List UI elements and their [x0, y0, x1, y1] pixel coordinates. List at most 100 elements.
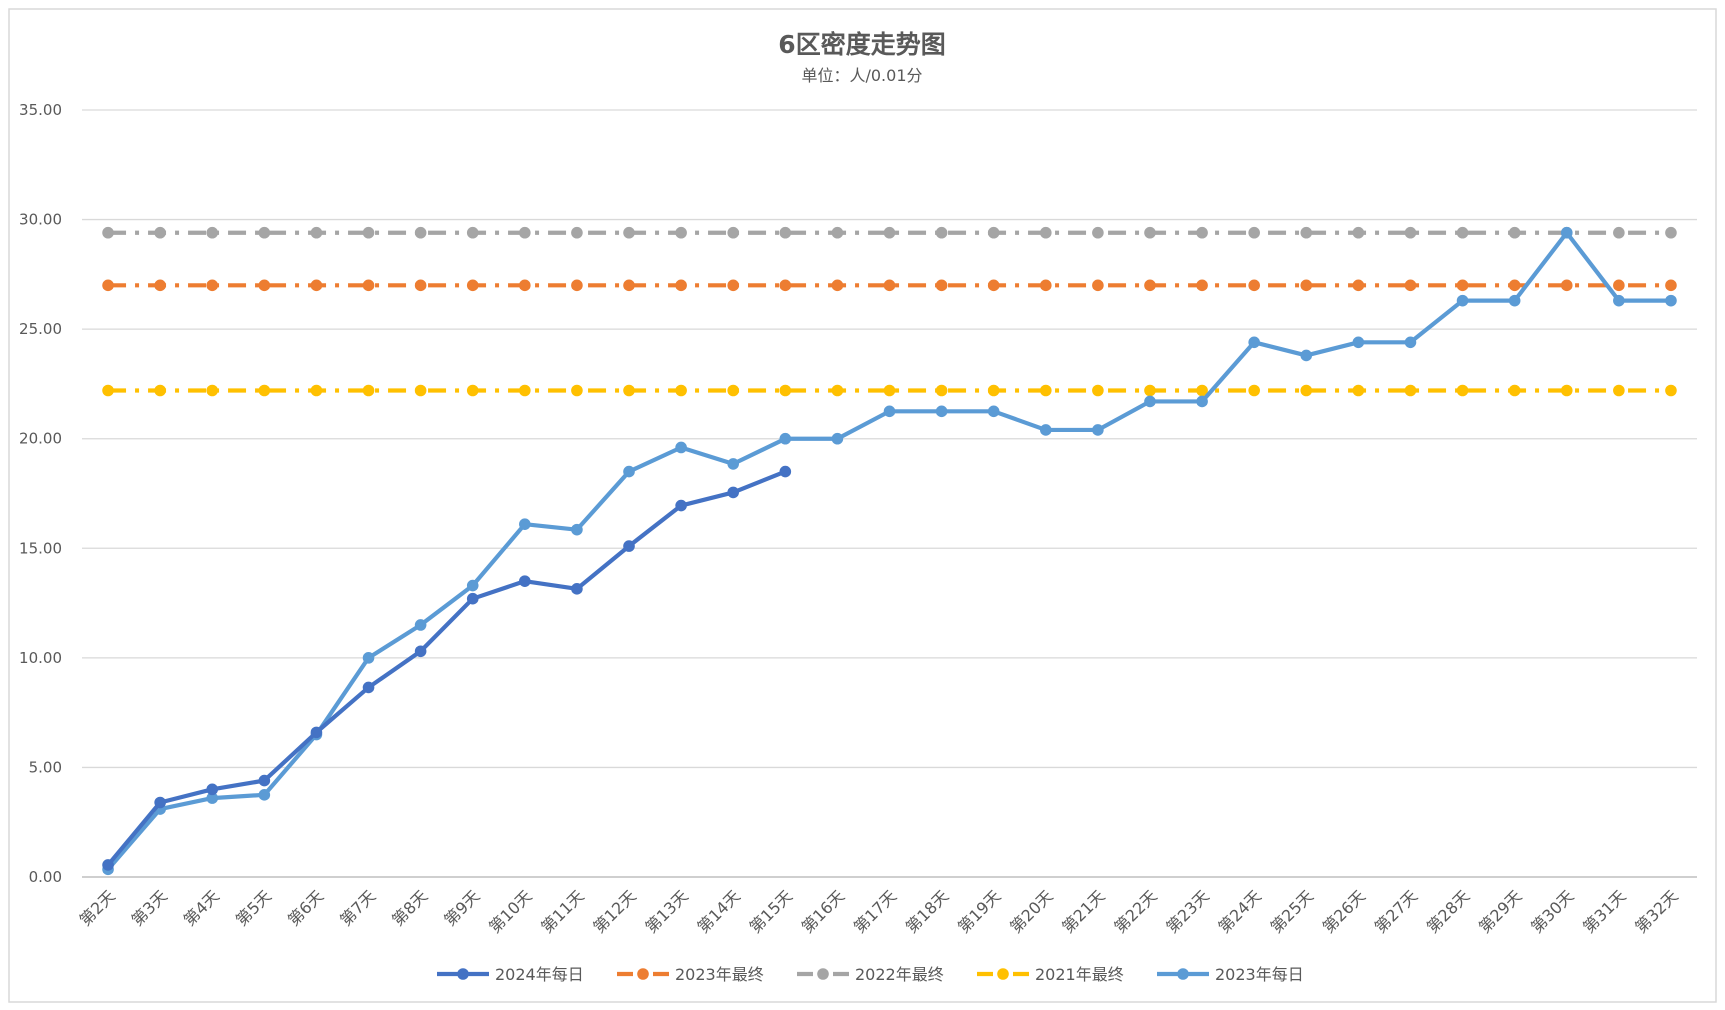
- data-point: [519, 384, 531, 397]
- data-point: [1196, 384, 1208, 397]
- data-point: [1196, 279, 1208, 292]
- data-point: [831, 432, 844, 445]
- data-point: [466, 226, 479, 239]
- data-point: [466, 592, 479, 605]
- legend-swatch-marker: [1177, 968, 1189, 980]
- data-point: [779, 432, 792, 445]
- data-point: [883, 226, 896, 239]
- data-point: [1092, 279, 1104, 292]
- series-2022年最终: [102, 226, 1677, 239]
- data-point: [519, 518, 531, 530]
- data-point: [1196, 395, 1208, 408]
- data-point: [1248, 226, 1260, 239]
- data-point: [362, 652, 375, 664]
- data-point: [258, 279, 271, 292]
- data-point: [1039, 226, 1052, 239]
- data-point: [831, 279, 844, 292]
- data-point: [1665, 279, 1677, 292]
- legend: 2024年每日 2023年最终 2022年最终 2021年最终 2023年每日: [437, 965, 1304, 984]
- data-point: [571, 583, 583, 595]
- data-point: [987, 279, 1000, 292]
- data-point: [1300, 279, 1313, 292]
- data-point: [727, 486, 740, 499]
- data-point: [1092, 424, 1104, 436]
- data-point: [258, 226, 271, 239]
- data-point: [1248, 384, 1260, 397]
- data-point: [1456, 384, 1469, 397]
- data-point: [102, 279, 114, 292]
- data-point: [1456, 294, 1469, 307]
- data-point: [414, 279, 427, 292]
- data-point: [1300, 349, 1313, 362]
- data-point: [519, 575, 531, 587]
- data-point: [1508, 279, 1521, 292]
- series-line: [106, 469, 787, 867]
- legend-item: 2023年最终: [617, 965, 764, 984]
- legend-item: 2024年每日: [437, 965, 584, 984]
- legend-swatch-marker: [637, 968, 649, 980]
- data-point: [1144, 226, 1156, 239]
- data-point: [1508, 294, 1521, 307]
- legend-label: 2023年每日: [1215, 965, 1304, 984]
- data-point: [1039, 424, 1052, 436]
- data-point: [362, 384, 375, 397]
- data-point: [727, 279, 740, 292]
- data-point: [1144, 279, 1156, 292]
- data-point: [414, 619, 427, 631]
- legend-swatch-marker: [457, 968, 469, 980]
- data-point: [414, 384, 427, 397]
- y-tick-label: 10.00: [19, 649, 62, 667]
- y-tick-label: 30.00: [19, 211, 62, 229]
- data-point: [727, 384, 740, 397]
- chart-subtitle: 单位：人/0.01分: [801, 66, 922, 85]
- data-point: [675, 226, 687, 239]
- legend-item: 2023年每日: [1157, 965, 1304, 984]
- data-point: [623, 465, 635, 478]
- data-point: [571, 384, 583, 397]
- data-point: [1456, 226, 1469, 239]
- legend-label: 2023年最终: [675, 965, 764, 984]
- data-point: [883, 405, 896, 418]
- data-point: [258, 384, 271, 397]
- data-point: [571, 523, 583, 536]
- data-point: [831, 384, 844, 397]
- data-point: [1039, 384, 1052, 397]
- data-point: [466, 279, 479, 292]
- data-point: [466, 384, 479, 397]
- data-point: [154, 279, 166, 292]
- data-point: [935, 226, 948, 239]
- data-point: [1092, 226, 1104, 239]
- data-point: [1613, 384, 1625, 397]
- data-point: [623, 384, 635, 397]
- series-layer: [102, 226, 1677, 876]
- legend-label: 2021年最终: [1035, 965, 1124, 984]
- data-point: [206, 279, 219, 292]
- data-point: [675, 279, 687, 292]
- series-2024年每日: [102, 465, 792, 871]
- data-point: [1300, 226, 1313, 239]
- data-point: [571, 279, 583, 292]
- data-point: [779, 465, 792, 478]
- data-point: [1665, 226, 1677, 239]
- data-point: [727, 458, 740, 470]
- data-point: [883, 279, 896, 292]
- data-point: [206, 384, 219, 397]
- data-point: [1300, 384, 1313, 397]
- data-point: [623, 226, 635, 239]
- data-point: [1352, 226, 1365, 239]
- data-point: [623, 540, 635, 552]
- data-point: [258, 774, 271, 787]
- data-point: [519, 279, 531, 292]
- data-point: [1092, 384, 1104, 397]
- data-point: [1352, 279, 1365, 292]
- data-point: [779, 384, 792, 397]
- data-point: [831, 226, 844, 239]
- data-point: [1144, 395, 1156, 408]
- data-point: [310, 384, 323, 397]
- data-point: [1404, 279, 1417, 292]
- data-point: [883, 384, 896, 397]
- data-point: [1196, 226, 1208, 239]
- data-point: [1613, 226, 1625, 239]
